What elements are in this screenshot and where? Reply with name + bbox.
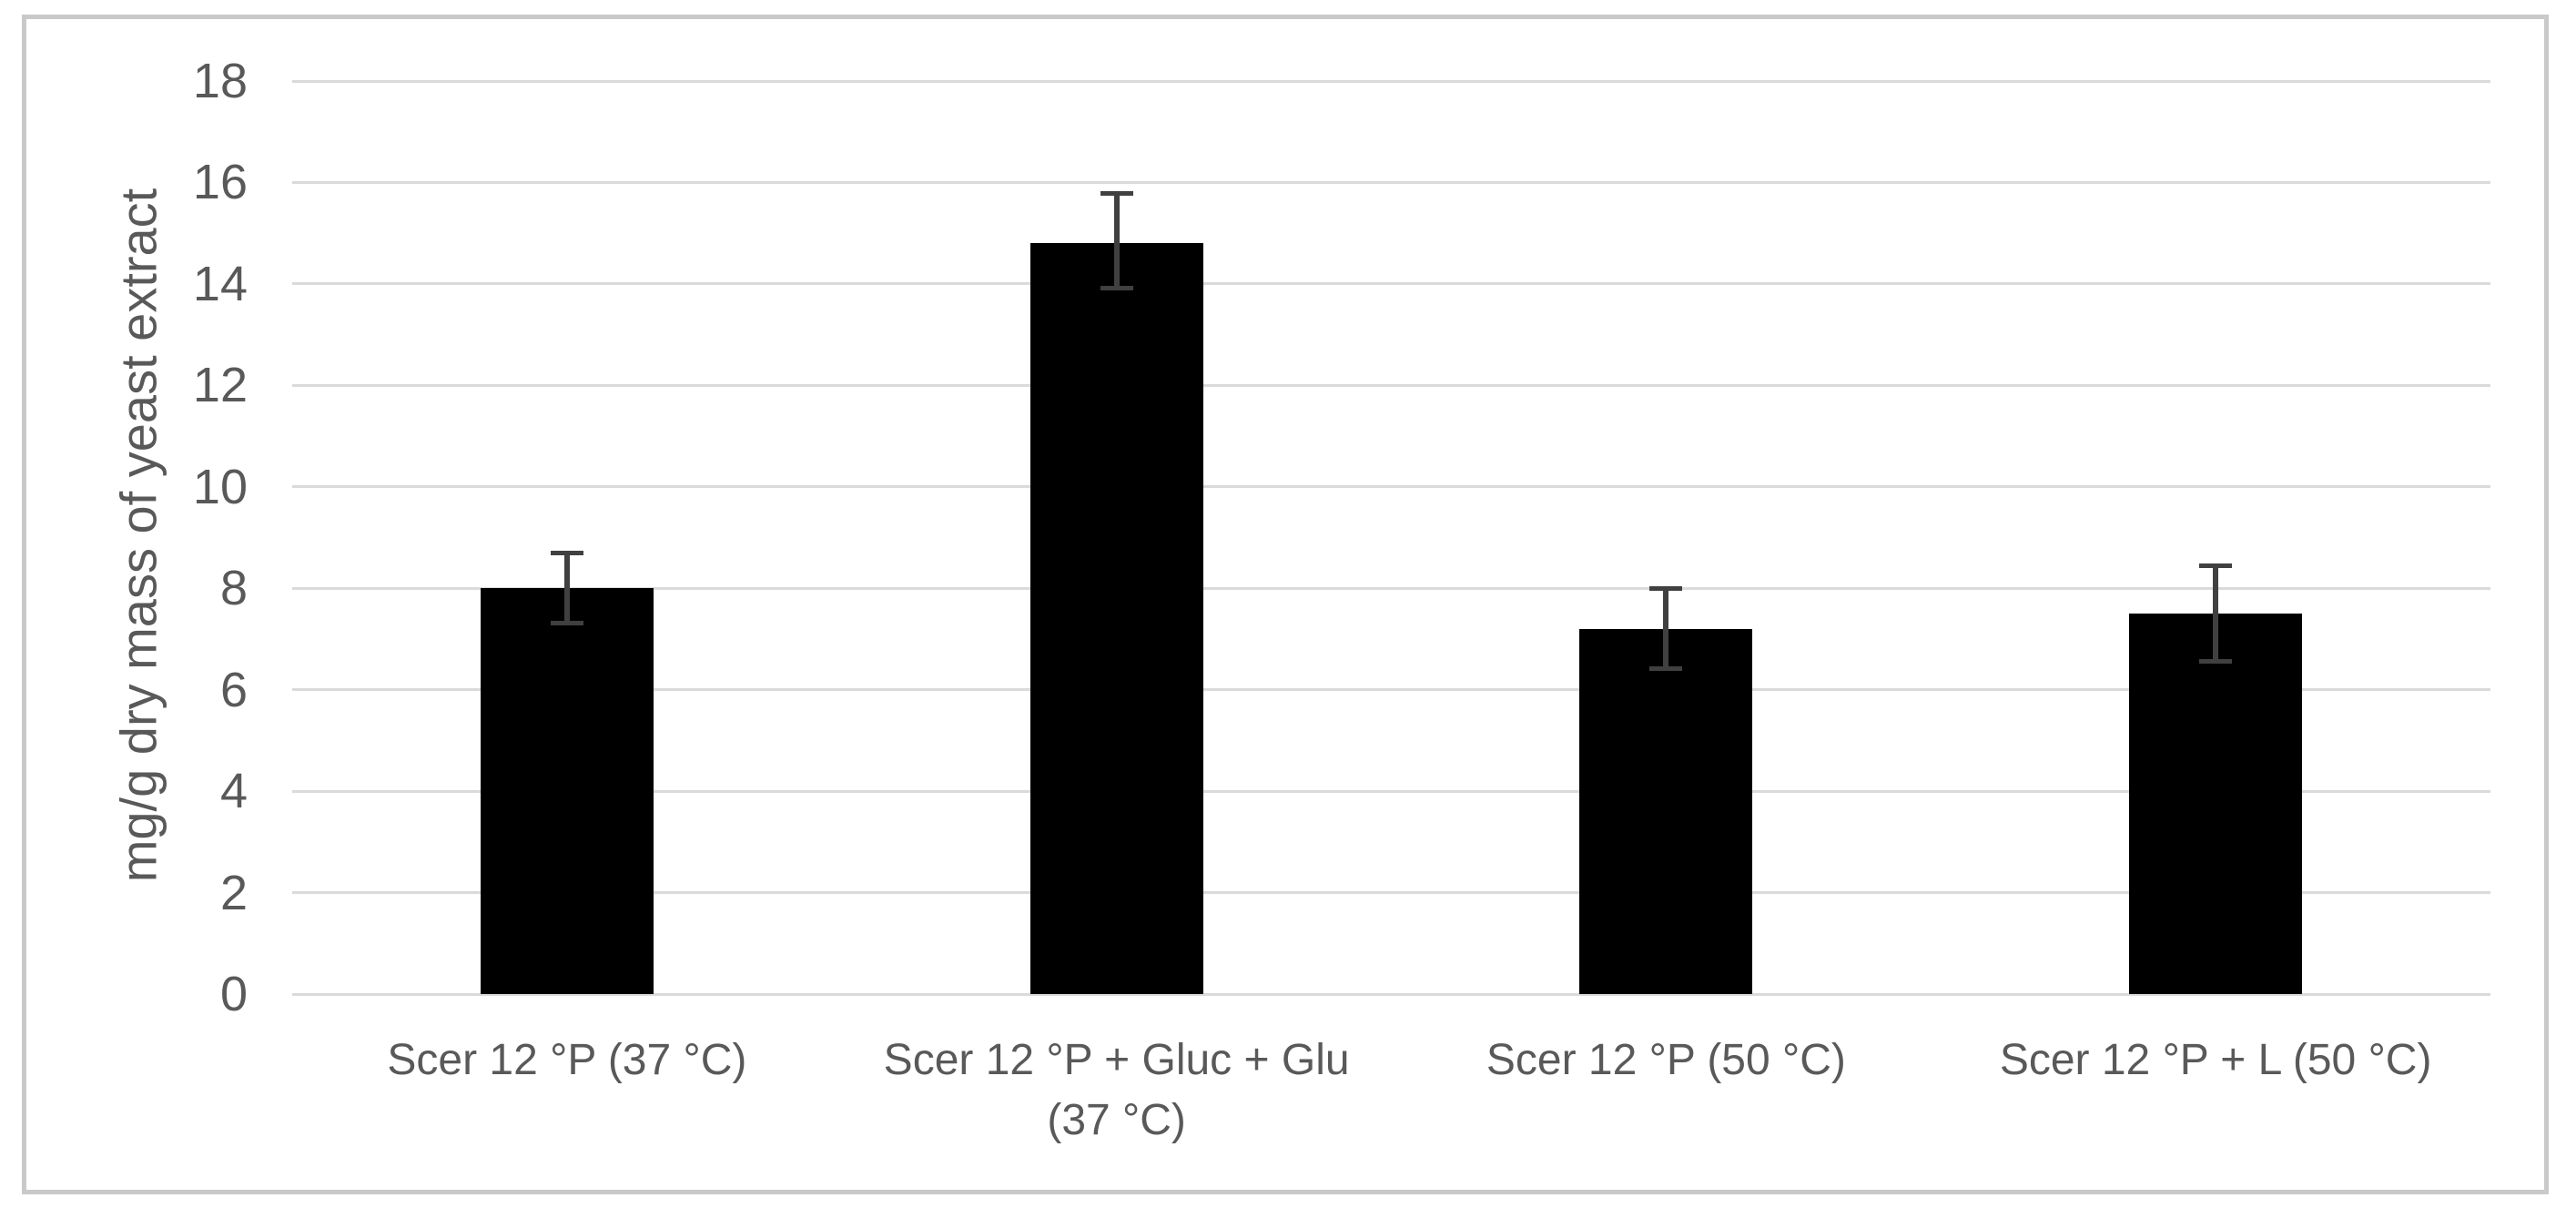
gridline (292, 789, 2490, 793)
y-tick-label: 18 (192, 54, 248, 109)
error-bar-stem (1663, 588, 1669, 670)
error-bar-cap (1649, 666, 1683, 672)
bar (1029, 243, 1203, 994)
gridline (292, 485, 2490, 489)
error-bar-cap (550, 551, 583, 556)
x-category-label: Scer 12 °P + Gluc + Glu (37 °C) (883, 1036, 1350, 1144)
chart-frame (22, 15, 2549, 1194)
gridline (292, 383, 2490, 387)
error-bar-cap (1649, 586, 1683, 592)
error-bar-stem (563, 553, 570, 624)
bar (1579, 628, 1753, 994)
bar (2129, 614, 2303, 994)
y-tick-label: 12 (192, 358, 248, 413)
gridline (292, 992, 2490, 996)
gridline (292, 586, 2490, 590)
y-tick-label: 0 (219, 967, 248, 1021)
gridline (292, 180, 2490, 184)
y-tick-label: 4 (219, 764, 248, 819)
gridline (292, 688, 2490, 692)
error-bar-stem (2213, 565, 2219, 663)
gridline (292, 891, 2490, 895)
error-bar-cap (2199, 659, 2233, 665)
error-bar-cap (2199, 563, 2233, 569)
error-bar-stem (1113, 192, 1120, 289)
error-bar-cap (550, 621, 583, 626)
x-category-label: Scer 12 °P (37 °C) (387, 1036, 747, 1084)
y-tick-label: 8 (219, 561, 248, 616)
error-bar-cap (1100, 190, 1133, 196)
y-tick-label: 14 (192, 256, 248, 311)
x-category-label: Scer 12 °P + L (50 °C) (1999, 1036, 2432, 1084)
x-category-label: Scer 12 °P (50 °C) (1486, 1036, 1846, 1084)
error-bar-cap (1100, 286, 1133, 291)
gridline (292, 282, 2490, 286)
y-tick-label: 2 (219, 865, 248, 920)
y-tick-label: 16 (192, 155, 248, 210)
bar (480, 588, 654, 994)
y-tick-label: 6 (219, 662, 248, 717)
gridline (292, 79, 2490, 83)
y-tick-label: 10 (192, 459, 248, 514)
